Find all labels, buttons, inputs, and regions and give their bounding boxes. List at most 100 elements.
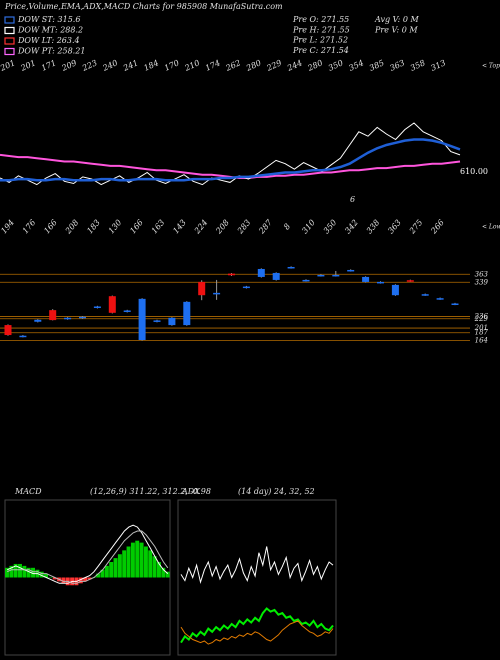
y-tick-label: 164	[475, 336, 488, 344]
legend-label: DOW PT: 258.21	[17, 47, 85, 56]
histogram-bar	[61, 577, 66, 584]
candle-body	[257, 268, 265, 277]
histogram-bar	[5, 567, 9, 578]
panel-params: (14 day) 24, 32, 52	[238, 487, 315, 496]
low-label: 8	[282, 222, 292, 232]
y-tick-label: 339	[475, 278, 489, 286]
histogram-bar	[130, 542, 135, 578]
candle-body	[93, 306, 101, 308]
price-line	[0, 138, 461, 182]
candle-body	[19, 335, 27, 338]
stat-label: Pre C: 271.54	[292, 46, 349, 55]
candle-body	[421, 294, 429, 296]
y-tick-label: 187	[475, 329, 489, 337]
candle-body	[228, 273, 235, 276]
candle-body	[138, 298, 146, 341]
panel-title: ADX	[181, 487, 200, 496]
histogram-bar	[52, 577, 57, 580]
histogram-bar	[83, 577, 88, 582]
marker-label: 6	[350, 195, 355, 204]
legend-swatch	[4, 47, 15, 56]
price-label: 610.00	[460, 167, 488, 176]
adx-line	[180, 620, 334, 645]
y-tick-label: 236	[474, 312, 489, 320]
histogram-bar	[161, 567, 166, 578]
adx-line	[180, 546, 334, 584]
candle-body	[242, 286, 250, 289]
histogram-bar	[122, 550, 127, 578]
candle-body	[347, 269, 355, 272]
legend-label: DOW ST: 315.6	[17, 15, 80, 24]
y-tick-label: 229	[474, 315, 489, 323]
histogram-bar	[104, 565, 109, 578]
stat-label: Avg V: 0 M	[374, 15, 419, 24]
candle-body	[168, 317, 176, 326]
legend-swatch	[4, 16, 15, 24]
y-tick-label: 363	[475, 270, 489, 278]
candle-body	[34, 319, 42, 322]
candle-body	[49, 310, 57, 321]
histogram-bar	[117, 554, 122, 578]
panel-title: MACD	[14, 487, 42, 496]
candle-body	[213, 292, 221, 295]
histogram-bar	[113, 558, 118, 578]
histogram-bar	[148, 550, 153, 578]
candle-body	[406, 280, 414, 282]
candle-body	[4, 325, 12, 336]
panel-params: (12,26,9) 311.22, 312.2, -0.98	[90, 487, 211, 496]
candle-body	[332, 274, 340, 277]
macd-line	[6, 524, 169, 584]
histogram-bar	[78, 577, 83, 584]
candle-body	[79, 316, 86, 319]
stat-label: Pre O: 271.55	[292, 15, 349, 24]
candle-body	[391, 284, 399, 296]
signal-line	[6, 530, 169, 584]
histogram-bar	[96, 573, 101, 578]
histogram-bar	[18, 563, 22, 578]
histogram-bar	[156, 562, 161, 578]
histogram-bar	[87, 577, 92, 580]
legend-label: DOW LT: 263.4	[17, 36, 80, 45]
candle-body	[123, 310, 131, 312]
histogram-bar	[39, 571, 44, 578]
histogram-bar	[135, 540, 140, 578]
histogram-bar	[48, 577, 53, 578]
lows-label: < Lows	[482, 224, 500, 231]
histogram-bar	[109, 562, 114, 578]
histogram-bar	[13, 563, 18, 578]
panel-frame	[177, 499, 337, 656]
legend-swatch	[4, 26, 15, 35]
candle-body	[451, 303, 459, 305]
legend-label: DOW MT: 288.2	[17, 26, 83, 35]
histogram-bar	[100, 569, 105, 578]
candle-body	[183, 301, 191, 326]
page-title: Price,Volume,EMA,ADX,MACD Charts for 985…	[4, 2, 283, 11]
stat-label: Pre H: 271.55	[292, 25, 350, 34]
histogram-bar	[126, 546, 131, 578]
candle-body	[317, 274, 325, 277]
histogram-bar	[31, 567, 35, 578]
legend-swatch	[4, 37, 15, 45]
y-tick-label: 201	[474, 324, 488, 332]
candle-body	[287, 266, 295, 269]
histogram-bar	[26, 567, 31, 578]
histogram-bar	[143, 546, 148, 578]
histogram-bar	[165, 571, 170, 578]
stat-label: Pre V: 0 M	[374, 25, 418, 34]
candle-body	[108, 296, 116, 313]
tops-label: < Tops	[482, 63, 500, 70]
candle-body	[377, 281, 384, 284]
candle-body	[436, 298, 444, 300]
candle-body	[362, 276, 370, 282]
histogram-bar	[152, 556, 157, 578]
candle-body	[302, 279, 310, 282]
histogram-bar	[44, 573, 49, 578]
histogram-bar	[9, 565, 14, 578]
candle-body	[198, 281, 206, 296]
histogram-bar	[22, 565, 27, 578]
candle-body	[272, 272, 280, 280]
adx-line	[180, 607, 334, 644]
histogram-bar	[139, 542, 144, 578]
stat-label: Pre L: 271.52	[292, 36, 348, 45]
